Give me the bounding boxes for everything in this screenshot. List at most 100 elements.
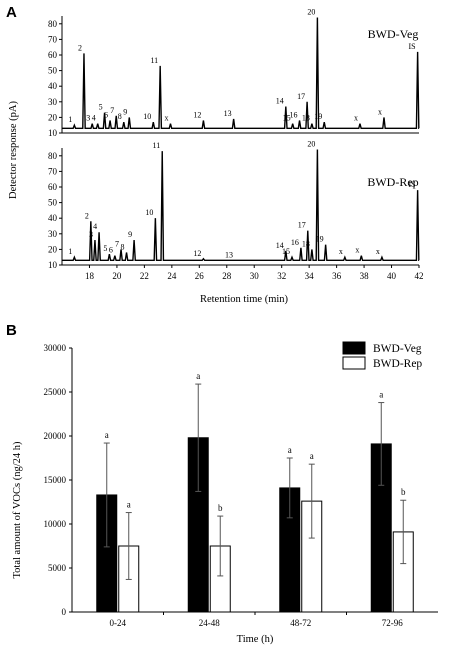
peak-label: 9 (128, 230, 132, 239)
x-tick-label: 26 (195, 271, 205, 281)
peak-label: x (339, 247, 343, 256)
x-tick-label: 18 (85, 271, 95, 281)
peak-label: 10 (145, 208, 153, 217)
panel-b-y-axis-title: Total amount of VOCs (ng/24 h) (12, 441, 23, 579)
y-tick-label: 60 (48, 50, 58, 60)
y-tick-label: 20 (48, 244, 58, 254)
y-tick-label: 30 (48, 229, 58, 239)
peak-label: x (355, 246, 359, 255)
peak-label: 14 (276, 241, 284, 250)
y-tick-label: 20 (48, 112, 58, 122)
peak-label: x (378, 107, 382, 116)
chromatogram-trace (62, 17, 420, 130)
x-tick-label: 24-48 (199, 618, 220, 628)
legend-label-rep: BWD-Rep (373, 358, 422, 370)
bar-chart: 0 5000 10000 15000 20000 25000 30000 0-24 a a 24-4… (44, 343, 438, 628)
significance-letter: a (127, 500, 131, 510)
panel-a-x-axis-title: Retention time (min) (200, 294, 289, 305)
x-tick-label: 20 (112, 271, 122, 281)
panel-a-y-axis-title: Detector response (pA) (8, 101, 19, 199)
x-tick-label: 36 (332, 271, 342, 281)
y-tick-label: 40 (48, 81, 58, 91)
panel-a: A Detector response (pA) Retention time … (6, 4, 424, 305)
peak-label: 18 (302, 114, 310, 123)
peak-label: 11 (150, 56, 158, 65)
y-tick-label: 50 (48, 66, 58, 76)
significance-letter: b (218, 503, 223, 513)
y-tick-label: 10 (48, 260, 58, 270)
significance-letter: a (196, 371, 200, 381)
significance-letter: a (310, 451, 314, 461)
x-tick-label: 32 (277, 271, 286, 281)
significance-letter: b (401, 487, 406, 497)
peak-label: 1 (68, 247, 72, 256)
peak-label: 17 (297, 92, 305, 101)
peak-label: 8 (121, 243, 125, 252)
peak-label: 15 (282, 247, 290, 256)
x-tick-label: 72-96 (382, 618, 403, 628)
peak-label: 13 (225, 250, 233, 259)
legend-swatch-veg (342, 341, 366, 355)
peak-label: 10 (143, 112, 151, 121)
y-tick-label: 30 (48, 97, 58, 107)
x-tick-label: 28 (222, 271, 232, 281)
peak-label: 20 (307, 140, 315, 149)
y-tick-label: 70 (48, 34, 58, 44)
peak-label: 13 (224, 109, 232, 118)
peak-label: 6 (104, 111, 108, 120)
peak-label: 20 (307, 8, 315, 17)
y-tick-label: 40 (48, 213, 58, 223)
panel-a-letter: A (6, 4, 17, 21)
x-tick-label: 48-72 (290, 618, 311, 628)
legend-swatch-rep (342, 356, 366, 370)
x-tick-label: 22 (140, 271, 149, 281)
peak-label: 5 (99, 103, 103, 112)
peak-label: x (376, 247, 380, 256)
peak-label: 2 (78, 43, 82, 52)
peak-label: 7 (110, 106, 114, 115)
x-tick-label: 0-24 (110, 618, 127, 628)
y-tick-label: 80 (48, 19, 58, 29)
peak-label: 16 (291, 238, 299, 247)
peak-label: 4 (93, 222, 97, 231)
peak-label: IS (409, 42, 416, 51)
x-tick-label: 42 (415, 271, 424, 281)
peak-label: x (354, 114, 358, 123)
peak-label: 19 (314, 112, 322, 121)
peak-label: 12 (193, 111, 201, 120)
panel-b: B Total amount of VOCs (ng/24 h) Time (h… (6, 322, 438, 645)
panel-b-x-axis-title: Time (h) (237, 634, 274, 645)
y-tick-label: 10000 (44, 519, 67, 529)
peak-label: 11 (153, 141, 161, 150)
legend-label-veg: BWD-Veg (373, 343, 422, 355)
peak-label: 8 (118, 112, 122, 121)
peak-label: 9 (123, 107, 127, 116)
y-tick-label: 20000 (44, 431, 67, 441)
peak-label: 19 (316, 235, 324, 244)
y-tick-label: 50 (48, 198, 58, 208)
peak-label: 17 (298, 221, 306, 230)
peak-label: 5 (103, 244, 107, 253)
y-tick-label: 80 (48, 151, 58, 161)
y-tick-label: 25000 (44, 387, 67, 397)
peak-label: 18 (302, 239, 310, 248)
x-tick-label: 34 (305, 271, 315, 281)
peak-label: 16 (290, 111, 298, 120)
x-tick-label: 38 (360, 271, 370, 281)
peak-label: 4 (92, 114, 96, 123)
peak-label: 15 (283, 114, 291, 123)
x-tick-label: 24 (167, 271, 177, 281)
peak-label: x (164, 114, 168, 123)
peak-label: 3 (86, 114, 90, 123)
peak-label: 7 (115, 239, 119, 248)
y-tick-label: 30000 (44, 343, 67, 353)
y-tick-label: 70 (48, 166, 58, 176)
peak-label: 1 (68, 115, 72, 124)
y-tick-label: 60 (48, 182, 58, 192)
peak-label: 12 (193, 249, 201, 258)
y-tick-label: 10 (48, 128, 58, 138)
